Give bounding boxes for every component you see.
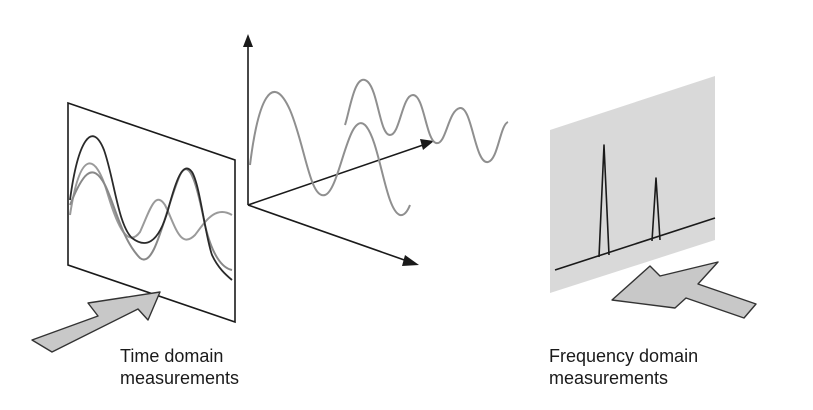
- time-waveform-light: [69, 162, 233, 241]
- sine-wave-high: [344, 78, 509, 163]
- block-arrow-right-icon: [31, 291, 161, 353]
- frequency-domain-caption: Frequency domain measurements: [549, 345, 698, 389]
- spectral-line-short: [651, 177, 661, 242]
- sine-wave-low: [249, 91, 411, 217]
- frequency-domain-frame: [550, 76, 715, 293]
- frequency-caption-line1: Frequency domain: [549, 346, 699, 366]
- time-domain-panel: [67, 101, 236, 324]
- frequency-caption-line2: measurements: [549, 368, 669, 388]
- spectrum-baseline: [554, 217, 716, 271]
- axes-3d: [243, 34, 434, 266]
- time-axis-arrowhead: [402, 255, 419, 266]
- spectral-line-tall: [598, 144, 610, 258]
- time-caption-line2: measurements: [120, 368, 240, 388]
- time-caption-line1: Time domain: [120, 346, 224, 366]
- vertical-axis-arrowhead: [243, 34, 253, 47]
- time-axis: [247, 204, 411, 263]
- time-domain-caption: Time domain measurements: [120, 345, 239, 389]
- time-waveform-dark: [69, 135, 233, 281]
- block-arrow-left-icon: [611, 261, 757, 319]
- frequency-domain-panel: [550, 76, 716, 293]
- time-domain-frame: [67, 101, 236, 324]
- frequency-axis-arrowhead: [420, 139, 434, 150]
